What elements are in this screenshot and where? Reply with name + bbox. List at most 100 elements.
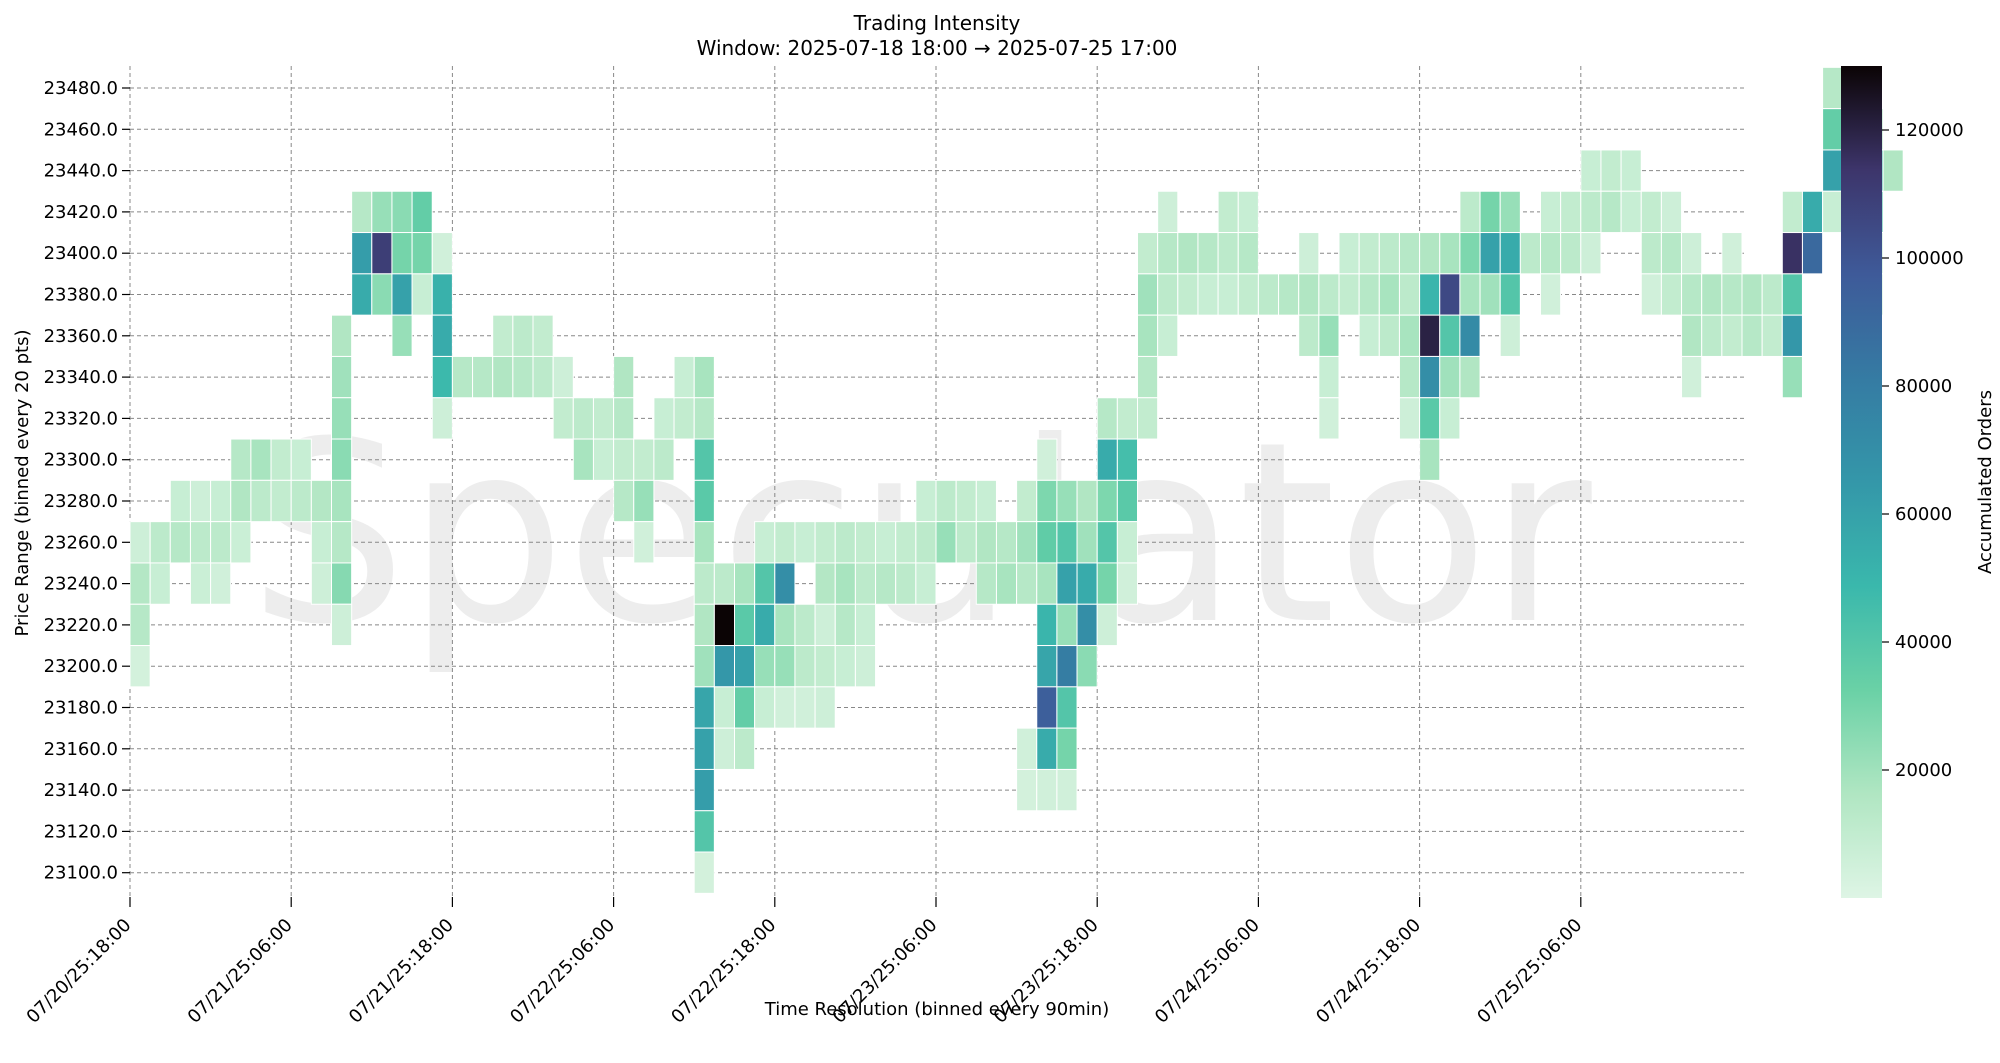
heatmap-cell [1076, 479, 1098, 523]
heatmap-cell [1721, 232, 1743, 275]
heatmap-cell [1640, 273, 1662, 316]
heatmap-cell [1096, 397, 1118, 440]
heatmap-cell [492, 355, 514, 399]
heatmap-cell [713, 562, 735, 605]
heatmap-cell [149, 521, 171, 564]
heatmap-cell [1358, 273, 1380, 316]
heatmap-cell [1056, 521, 1078, 564]
heatmap-cell [331, 438, 353, 481]
heatmap-cell [1036, 603, 1058, 647]
heatmap-cell [693, 355, 715, 399]
heatmap-cell [1419, 314, 1441, 357]
y-tick-label: 23360.0 [44, 326, 118, 347]
heatmap-cell [1096, 479, 1118, 523]
heatmap-cell [331, 603, 353, 647]
y-tick-label: 23180.0 [44, 698, 118, 719]
heatmap-cell [1056, 562, 1078, 605]
heatmap-cell [854, 521, 877, 564]
heatmap-cell [1056, 768, 1078, 812]
heatmap-cell [592, 397, 615, 440]
heatmap-cell [431, 273, 453, 316]
heatmap-cell [1580, 232, 1602, 275]
heatmap-cell [955, 521, 977, 564]
x-tick-label: 07/24/25:06:00 [1151, 915, 1264, 1028]
heatmap-cell [310, 562, 333, 605]
heatmap-cell [1560, 190, 1582, 234]
heatmap-cell [895, 562, 917, 605]
heatmap-cell [169, 521, 191, 564]
heatmap-cell [1056, 645, 1078, 688]
heatmap-cell [1681, 273, 1703, 316]
heatmap-cell [1016, 479, 1038, 523]
heatmap-cell [1378, 232, 1400, 275]
heatmap-cell [1116, 521, 1138, 564]
heatmap-cell [1801, 190, 1824, 234]
heatmap-cell [1419, 355, 1441, 399]
heatmap-cell [794, 603, 816, 647]
heatmap-cell [1398, 355, 1421, 399]
heatmap-cell [1257, 273, 1280, 316]
heatmap-cell [331, 314, 353, 357]
heatmap-cell [411, 232, 433, 275]
heatmap-cell [1076, 645, 1098, 688]
heatmap-cell [1237, 232, 1259, 275]
heatmap-cell [794, 645, 816, 688]
heatmap-cell [613, 479, 635, 523]
heatmap-cell [1318, 273, 1340, 316]
heatmap-cell [129, 645, 151, 688]
heatmap-cell [834, 645, 856, 688]
heatmap-cell [1197, 273, 1219, 316]
heatmap-cell [1620, 190, 1642, 234]
heatmap-cell [451, 355, 474, 399]
colorbar-tick-label: 120000 [1895, 120, 1964, 141]
heatmap-cell [1519, 232, 1541, 275]
heatmap-cell [875, 562, 897, 605]
heatmap-cell [1580, 149, 1602, 192]
y-tick-label: 23460.0 [44, 119, 118, 140]
heatmap-cell [1318, 397, 1340, 440]
heatmap-cell [1499, 190, 1521, 234]
heatmap-cell [693, 562, 715, 605]
x-tick-label: 07/20/25:18:00 [23, 915, 136, 1028]
heatmap-cell [673, 397, 695, 440]
heatmap-cell [1157, 232, 1179, 275]
heatmap-cell [1036, 438, 1058, 481]
heatmap-cell [673, 355, 695, 399]
heatmap-cell [512, 314, 534, 357]
heatmap-cell [1318, 355, 1340, 399]
heatmap-cell [290, 479, 312, 523]
heatmap-cell [653, 438, 675, 481]
heatmap-cell [1076, 562, 1098, 605]
heatmap-cell [431, 397, 453, 440]
heatmap-cell [210, 479, 232, 523]
heatmap-cell [693, 810, 715, 853]
heatmap-cell [1419, 397, 1441, 440]
heatmap-cell [1741, 314, 1763, 357]
heatmap-cell [754, 686, 776, 729]
heatmap-cell [734, 645, 756, 688]
x-tick-label: 07/22/25:18:00 [667, 915, 780, 1028]
heatmap-cell [1701, 314, 1723, 357]
heatmap-cell [693, 397, 715, 440]
heatmap-cell [331, 479, 353, 523]
heatmap-cell [1781, 190, 1803, 234]
y-tick-label: 23240.0 [44, 574, 118, 595]
y-tick-label: 23120.0 [44, 821, 118, 842]
heatmap-cell [592, 438, 615, 481]
heatmap-cell [1177, 232, 1199, 275]
y-tick-label: 23140.0 [44, 780, 118, 801]
heatmap-cell [1640, 232, 1662, 275]
heatmap-cell [331, 397, 353, 440]
heatmap-cell [1681, 355, 1703, 399]
heatmap-cell [572, 397, 594, 440]
heatmap-cell [754, 521, 776, 564]
heatmap-cell [371, 190, 393, 234]
heatmap-cell [854, 603, 877, 647]
heatmap-cell [250, 479, 272, 523]
colorbar-tick-label: 60000 [1895, 504, 1952, 525]
heatmap-cell [1681, 232, 1703, 275]
heatmap-cell [1681, 314, 1703, 357]
heatmap-cell [1338, 273, 1360, 316]
heatmap-cell [1036, 562, 1058, 605]
heatmap-cell [1721, 273, 1743, 316]
